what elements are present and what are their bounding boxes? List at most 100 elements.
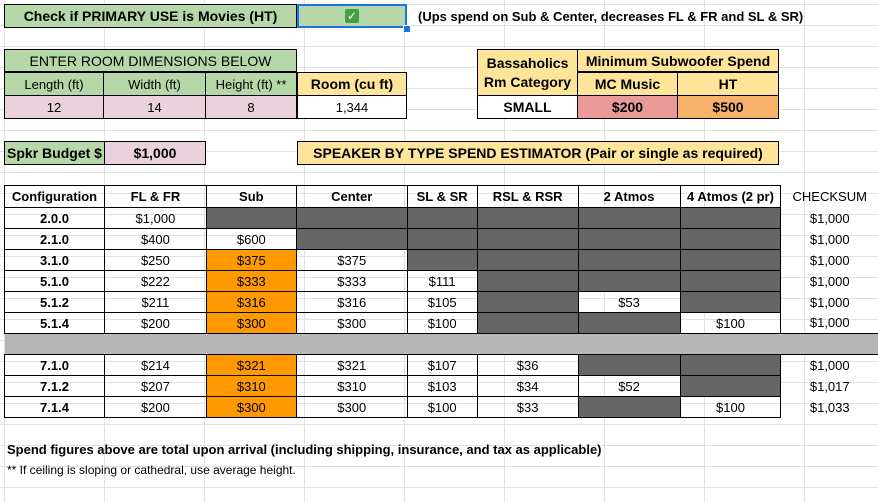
width-input[interactable]: 14 [103,95,206,119]
checksum-cell: $1,000 [809,273,850,289]
config-cell: 5.1.4 [4,312,105,334]
value-cell: $321 [295,354,408,376]
config-cell: 7.1.2 [4,375,105,397]
table-row: 2.1.0 $400 $600 $1,000 [4,228,878,250]
value-cell: $316 [205,291,297,313]
na-cell [476,228,579,250]
value-cell: $321 [205,354,297,376]
na-cell [679,249,782,271]
value-cell: $200 [103,396,207,418]
width-label: Width (ft) [103,72,206,96]
room-category-label-line1: Bassaholics [486,54,569,71]
value-cell: $300 [295,396,408,418]
value-cell: $310 [205,375,297,397]
column-header: Sub [205,185,297,208]
na-cell [679,270,782,292]
separator-row [4,333,878,355]
checkbox-checked-icon[interactable]: ✓ [345,9,359,23]
na-cell [577,207,681,229]
length-input[interactable]: 12 [4,95,104,119]
value-cell: $400 [103,228,207,250]
value-cell: $316 [295,291,408,313]
checksum-cell: $1,000 [809,294,850,310]
value-cell: $310 [295,375,408,397]
value-cell: $600 [205,228,297,250]
value-cell: $100 [406,312,478,334]
value-cell: $300 [205,396,297,418]
na-cell [679,228,782,250]
spend-estimator-table: Configuration FL & FR Sub Center SL & SR RSL … [4,185,878,418]
speaker-budget-label: Spkr Budget $ [4,141,105,165]
table-row: 7.1.0 $214 $321 $321 $107 $36 $1,000 [4,354,878,376]
value-cell: $36 [476,354,579,376]
min-sub-music-value: $200 [577,95,678,119]
min-sub-ht-label: HT [677,72,779,96]
room-category-label-line2: Rm Category [483,73,572,90]
value-cell: $1,000 [103,207,207,229]
config-cell: 2.1.0 [4,228,105,250]
room-volume-label: Room (cu ft) [297,72,407,96]
config-cell: 3.1.0 [4,249,105,271]
table-row: 5.1.4 $200 $300 $300 $100 $100 $1,000 [4,312,878,334]
table-row: 2.0.0 $1,000 $1,000 [4,207,878,229]
room-category-value: SMALL [477,95,578,119]
speaker-budget-input[interactable]: $1,000 [104,141,206,165]
na-cell [476,291,579,313]
estimator-title: SPEAKER BY TYPE SPEND ESTIMATOR (Pair or… [297,141,779,165]
column-header: Center [295,185,408,208]
value-cell: $250 [103,249,207,271]
value-cell: $207 [103,375,207,397]
value-cell: $200 [103,312,207,334]
checksum-cell: $1,017 [809,378,850,394]
na-cell [295,207,408,229]
na-cell [577,270,681,292]
separator-cell [296,333,408,355]
na-cell [295,228,408,250]
table-row: 5.1.2 $211 $316 $316 $105 $53 $1,000 [4,291,878,313]
na-cell [679,354,782,376]
column-header: Configuration [4,185,105,208]
value-cell: $300 [295,312,408,334]
value-cell: $214 [103,354,207,376]
checksum-cell: $1,033 [809,399,850,415]
na-cell [406,249,478,271]
na-cell [476,207,579,229]
value-cell: $100 [679,396,782,418]
na-cell [406,228,478,250]
spend-note: Spend figures above are total upon arriv… [7,442,602,457]
selection-handle[interactable] [403,25,411,33]
height-input[interactable]: 8 [205,95,297,119]
room-volume-value: 1,344 [297,95,407,119]
separator-cell [780,333,878,355]
table-row: 3.1.0 $250 $375 $375 $1,000 [4,249,878,271]
value-cell: $300 [205,312,297,334]
separator-cell [680,333,781,355]
table-header-row: Configuration FL & FR Sub Center SL & SR RSL … [4,185,878,208]
height-label: Height (ft) ** [205,72,297,96]
config-cell: 5.1.0 [4,270,105,292]
config-cell: 7.1.0 [4,354,105,376]
na-cell [577,312,681,334]
column-header: RSL & RSR [476,185,579,208]
na-cell [406,207,478,229]
na-cell [679,291,782,313]
value-cell: $53 [577,291,681,313]
table-row: 7.1.4 $200 $300 $300 $100 $33 $100 $1,033 [4,396,878,418]
na-cell [679,375,782,397]
primary-use-checkbox-cell[interactable]: ✓ [297,4,407,28]
config-cell: 7.1.4 [4,396,105,418]
config-cell: 2.0.0 [4,207,105,229]
value-cell: $222 [103,270,207,292]
value-cell: $111 [406,270,478,292]
checksum-cell: $1,000 [809,210,850,226]
value-cell: $375 [295,249,408,271]
table-row: 7.1.2 $207 $310 $310 $103 $34 $52 $1,017 [4,375,878,397]
checksum-cell: $1,000 [809,315,850,331]
na-cell [476,270,579,292]
na-cell [577,249,681,271]
min-sub-ht-value: $500 [677,95,779,119]
checksum-header: CHECKSUM [792,189,867,204]
value-cell: $52 [577,375,681,397]
na-cell [476,312,579,334]
value-cell: $100 [406,396,478,418]
